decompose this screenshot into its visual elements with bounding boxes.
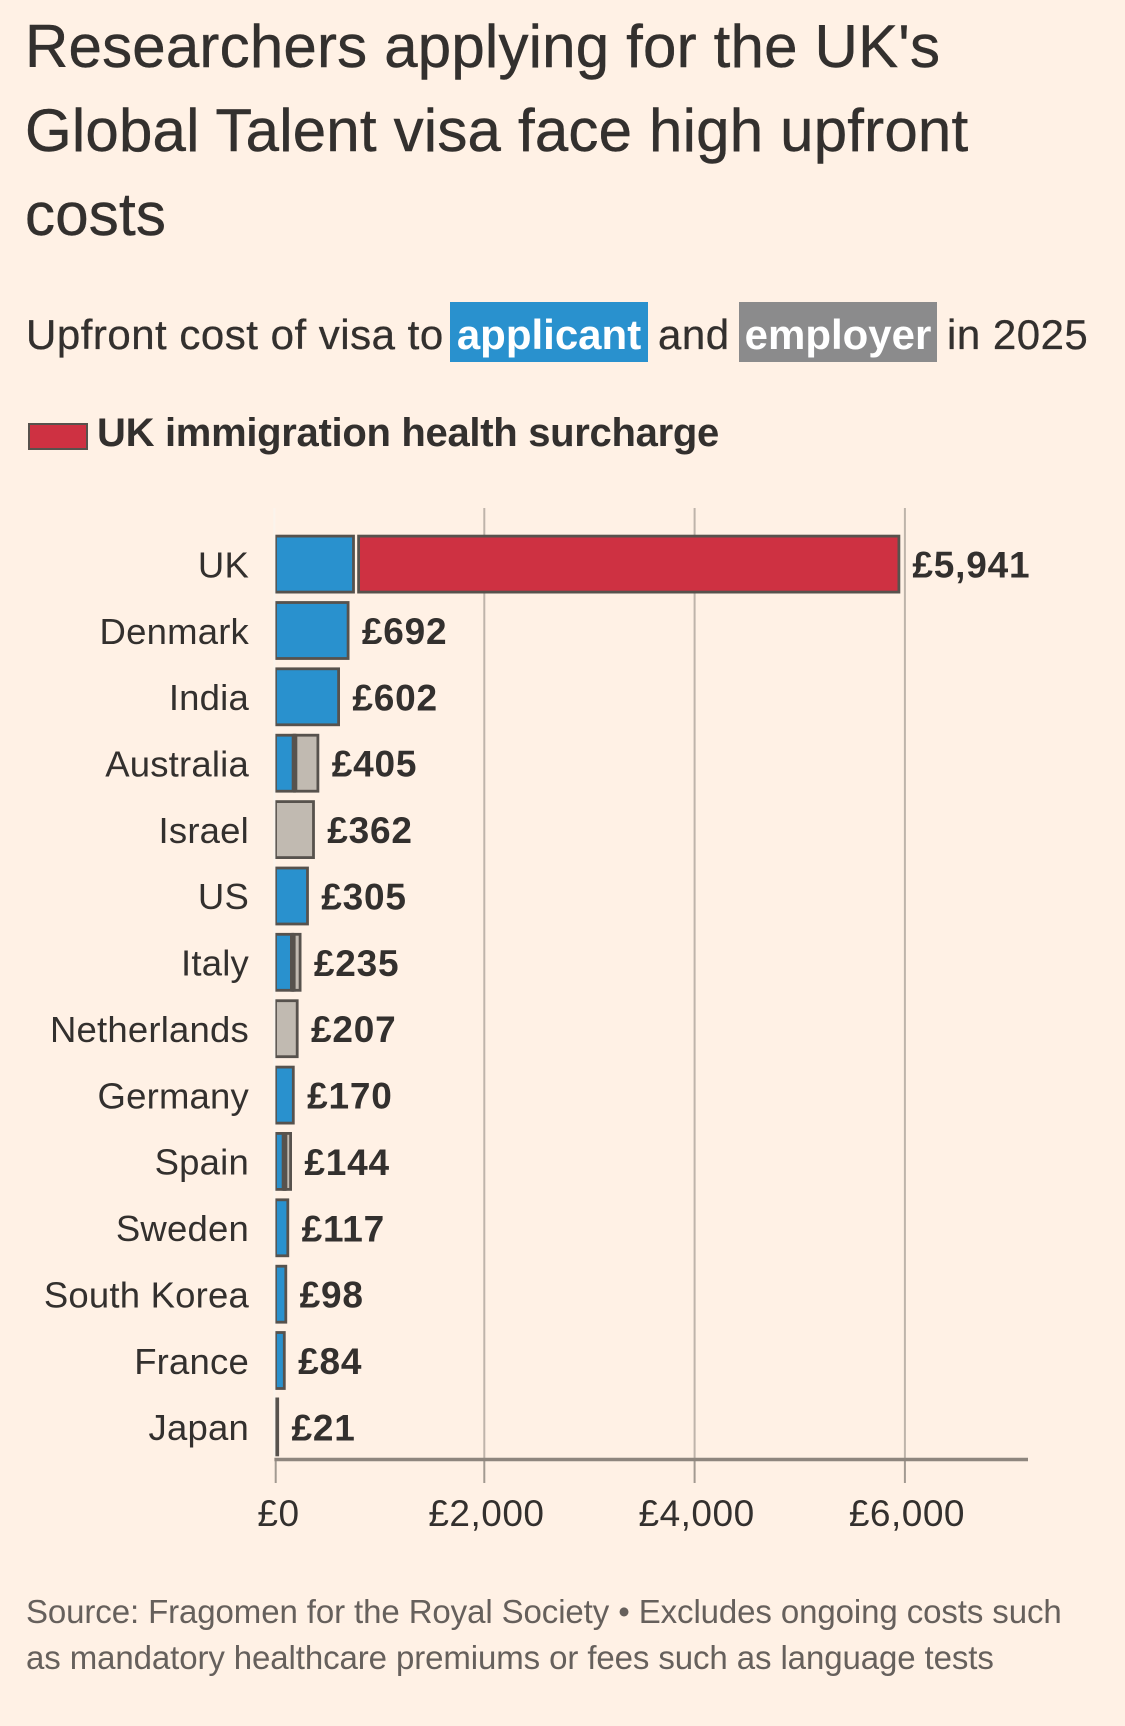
svg-text:£4,000: £4,000 bbox=[639, 1493, 755, 1534]
svg-text:Denmark: Denmark bbox=[100, 611, 250, 652]
svg-text:£170: £170 bbox=[307, 1076, 393, 1117]
svg-text:Israel: Israel bbox=[159, 810, 249, 851]
svg-text:£144: £144 bbox=[304, 1142, 390, 1183]
svg-text:£2,000: £2,000 bbox=[428, 1493, 544, 1534]
svg-text:£117: £117 bbox=[302, 1208, 385, 1249]
svg-text:£21: £21 bbox=[292, 1407, 356, 1448]
svg-text:Japan: Japan bbox=[149, 1407, 249, 1448]
svg-text:£98: £98 bbox=[300, 1275, 364, 1316]
svg-text:Germany: Germany bbox=[98, 1075, 250, 1116]
svg-text:Italy: Italy bbox=[181, 943, 249, 984]
svg-text:France: France bbox=[134, 1341, 249, 1382]
svg-text:£235: £235 bbox=[314, 943, 400, 984]
svg-text:India: India bbox=[169, 677, 250, 718]
svg-text:Netherlands: Netherlands bbox=[50, 1009, 249, 1050]
svg-text:Sweden: Sweden bbox=[116, 1208, 249, 1249]
svg-text:Spain: Spain bbox=[155, 1142, 249, 1183]
svg-text:£5,941: £5,941 bbox=[912, 545, 1030, 586]
svg-text:Australia: Australia bbox=[105, 744, 249, 785]
svg-text:£305: £305 bbox=[321, 877, 407, 918]
svg-text:£0: £0 bbox=[257, 1493, 299, 1534]
svg-text:£405: £405 bbox=[332, 744, 418, 785]
svg-text:£602: £602 bbox=[352, 677, 438, 718]
svg-text:UK: UK bbox=[198, 544, 249, 585]
svg-text:£692: £692 bbox=[362, 611, 448, 652]
svg-text:£362: £362 bbox=[327, 810, 413, 851]
svg-text:US: US bbox=[198, 876, 249, 917]
svg-text:£84: £84 bbox=[298, 1341, 362, 1382]
svg-text:South Korea: South Korea bbox=[44, 1275, 250, 1316]
svg-text:£6,000: £6,000 bbox=[849, 1493, 965, 1534]
svg-text:£207: £207 bbox=[311, 1009, 397, 1050]
